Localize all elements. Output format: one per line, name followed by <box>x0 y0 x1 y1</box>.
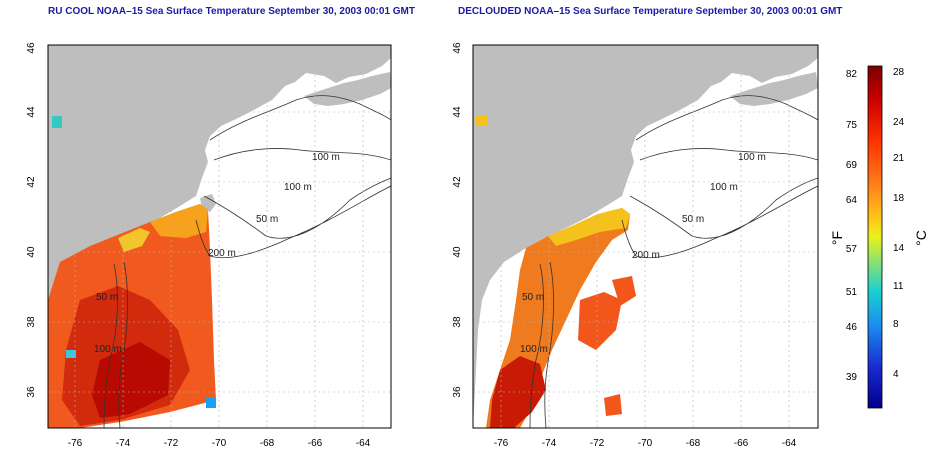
legend-f-tick: 57 <box>846 244 858 255</box>
left-lon-tick: -74 <box>116 438 131 449</box>
legend-c-tick: 21 <box>893 153 905 164</box>
left-map-frame <box>47 44 392 429</box>
legend-c-tick: 11 <box>893 281 904 292</box>
left-lat-tick: 42 <box>26 176 37 188</box>
temperature-legend: °F °C 82 75 69 64 57 51 46 39 28 24 21 1… <box>829 65 929 409</box>
legend-c-tick: 4 <box>893 369 899 380</box>
legend-fahrenheit-unit: °F <box>829 231 845 245</box>
right-sst-offshore-3 <box>604 394 622 416</box>
left-contour-label-5: 50 m <box>96 292 118 303</box>
right-maine-patch <box>476 116 488 126</box>
legend-colorbar <box>867 65 883 409</box>
right-grid <box>473 45 818 428</box>
legend-f-tick: 82 <box>846 69 858 80</box>
left-sst-coastal-cool <box>118 228 150 252</box>
right-lat-tick: 46 <box>452 42 463 54</box>
right-map-title: DECLOUDED NOAA–15 Sea Surface Temperatur… <box>458 6 843 17</box>
legend-c-tick: 14 <box>893 243 905 254</box>
legend-f-tick: 64 <box>846 195 858 206</box>
right-lat-tick: 38 <box>452 316 463 328</box>
legend-c-tick: 18 <box>893 193 905 204</box>
left-contour-lines <box>103 95 391 428</box>
right-lon-tick: -68 <box>686 438 701 449</box>
legend-c-tick: 24 <box>893 117 905 128</box>
right-lon-tick: -76 <box>494 438 509 449</box>
left-lon-tick: -64 <box>356 438 371 449</box>
right-lon-tick: -74 <box>542 438 557 449</box>
right-contour-label-1: 100 m <box>738 152 766 163</box>
left-nova-scotia-land <box>304 72 391 106</box>
left-lon-tick: -70 <box>212 438 227 449</box>
legend-f-tick: 46 <box>846 322 858 333</box>
left-map-title: RU COOL NOAA–15 Sea Surface Temperature … <box>48 6 415 17</box>
left-lat-tick: 38 <box>26 316 37 328</box>
left-lon-axis: -76 -74 -72 -70 -68 -66 -64 <box>68 438 371 449</box>
right-contour-label-3: 50 m <box>682 214 704 225</box>
right-contour-label-2: 100 m <box>710 182 738 193</box>
left-land-mass <box>48 45 391 428</box>
right-lat-axis: 36 38 40 42 44 46 <box>452 42 463 398</box>
legend-c-tick: 8 <box>893 319 899 330</box>
left-lat-tick: 46 <box>26 42 37 54</box>
right-nova-scotia-land <box>730 72 818 106</box>
right-sst-offshore-2 <box>612 276 636 306</box>
right-lat-tick: 42 <box>452 176 463 188</box>
left-lon-tick: -66 <box>308 438 323 449</box>
right-contour-label-6: 100 m <box>520 344 548 355</box>
left-contour-label-3: 50 m <box>256 214 278 225</box>
right-lat-tick: 44 <box>452 106 463 118</box>
left-cold-patch <box>66 350 76 358</box>
right-contour-lines <box>529 95 818 428</box>
left-maine-patch <box>52 116 62 128</box>
left-lon-tick: -68 <box>260 438 275 449</box>
legend-celsius-unit: °C <box>913 230 929 246</box>
left-blue-patch <box>206 398 216 408</box>
right-lon-tick: -70 <box>638 438 653 449</box>
right-lat-tick: 40 <box>452 246 463 258</box>
right-contour-label-4: 200 m <box>632 250 660 261</box>
legend-c-tick: 28 <box>893 67 905 78</box>
right-lon-tick: -64 <box>782 438 797 449</box>
left-map-panel: 100 m 100 m 50 m 200 m 50 m 100 m <box>48 45 391 428</box>
left-contour-label-2: 100 m <box>284 182 312 193</box>
right-sst-yellow-band <box>548 208 630 246</box>
left-grid <box>48 45 391 428</box>
left-lat-tick: 44 <box>26 106 37 118</box>
right-land-mass <box>473 45 818 428</box>
left-lat-tick: 36 <box>26 386 37 398</box>
left-lon-tick: -76 <box>68 438 83 449</box>
right-lat-tick: 36 <box>452 386 463 398</box>
right-map-frame <box>472 44 819 429</box>
left-contour-label-1: 100 m <box>312 152 340 163</box>
right-contour-label-5: 50 m <box>522 292 544 303</box>
right-lon-tick: -66 <box>734 438 749 449</box>
legend-f-tick: 75 <box>846 120 858 131</box>
left-contour-label-6: 100 m <box>94 344 122 355</box>
legend-f-tick: 51 <box>846 287 858 298</box>
right-lon-tick: -72 <box>590 438 605 449</box>
left-lat-axis: 36 38 40 42 44 46 <box>26 42 37 398</box>
left-lat-tick: 40 <box>26 246 37 258</box>
left-sst-hot-band <box>92 342 170 418</box>
left-lon-tick: -72 <box>164 438 179 449</box>
right-sst-offshore-1 <box>578 292 622 350</box>
left-sst-cool-north <box>150 204 208 238</box>
right-lon-axis: -76 -74 -72 -70 -68 -66 -64 <box>494 438 797 449</box>
legend-f-tick: 39 <box>846 372 858 383</box>
legend-f-tick: 69 <box>846 160 858 171</box>
left-contour-label-4: 200 m <box>208 248 236 259</box>
right-map-panel: 100 m 100 m 50 m 200 m 50 m 100 m <box>473 45 818 428</box>
